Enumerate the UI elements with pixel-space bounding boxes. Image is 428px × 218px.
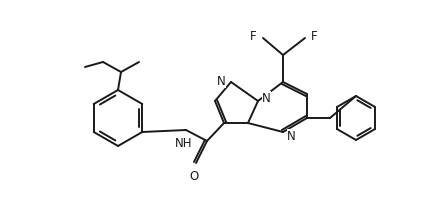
Text: NH: NH xyxy=(175,137,193,150)
Text: F: F xyxy=(250,29,257,43)
Text: N: N xyxy=(262,92,271,104)
Text: N: N xyxy=(217,75,226,87)
Text: N: N xyxy=(287,129,296,143)
Text: F: F xyxy=(311,29,318,43)
Text: O: O xyxy=(189,170,199,183)
